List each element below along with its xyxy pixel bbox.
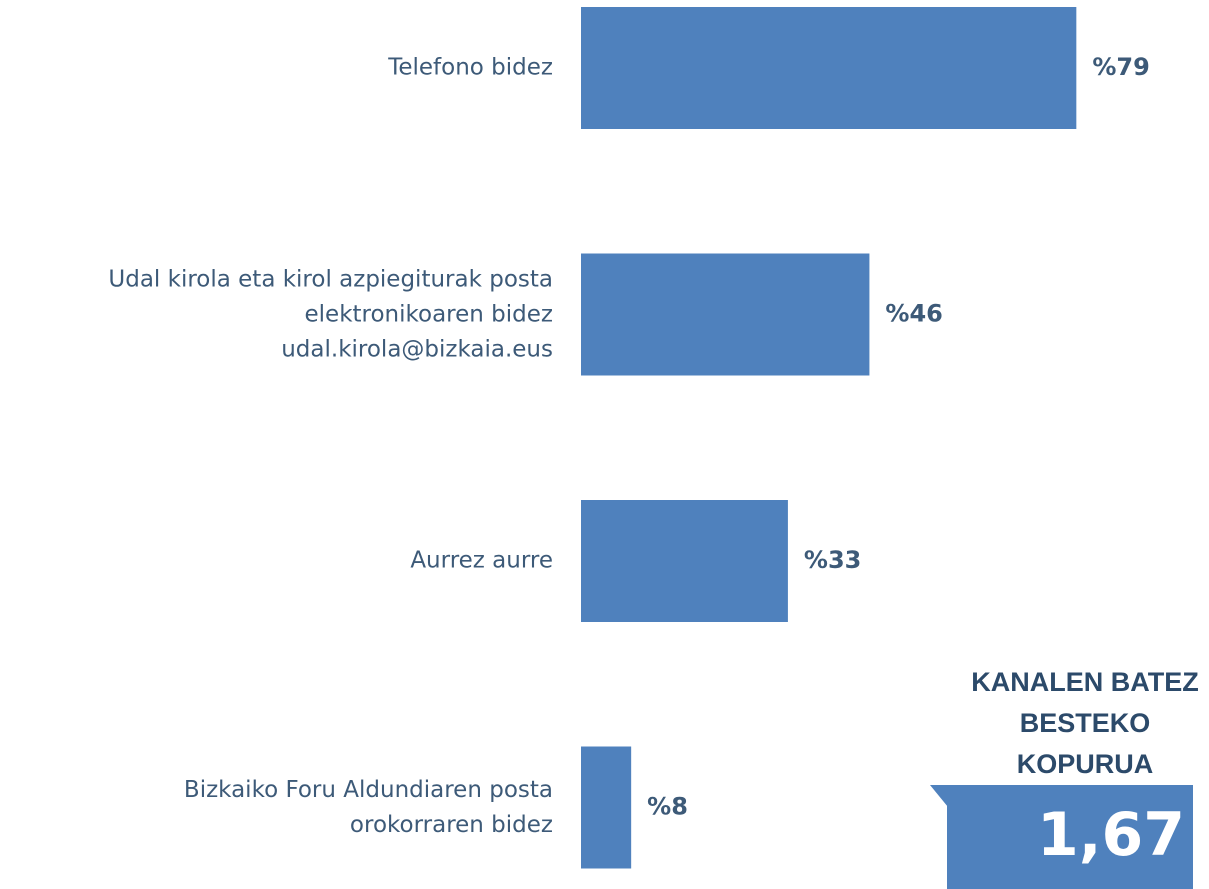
- bar: [581, 500, 788, 622]
- value-label: %33: [804, 546, 861, 574]
- annotation-title: KANALEN BATEZ BESTEKO KOPURUA: [971, 667, 1199, 779]
- category-label: Telefono bidez: [388, 54, 553, 81]
- value-label: %8: [647, 793, 688, 821]
- bar: [581, 746, 632, 869]
- category-label: Bizkaiko Foru Aldundiaren posta orokorra…: [183, 776, 553, 838]
- category-label: Aurrez aurre: [410, 547, 553, 574]
- category-label: Udal kirola eta kirol azpiegiturak posta…: [108, 266, 553, 362]
- bar: [581, 7, 1077, 129]
- bar: [581, 253, 870, 376]
- value-label: %79: [1092, 53, 1149, 81]
- callout-box: [947, 785, 1193, 889]
- value-label: %46: [885, 300, 942, 328]
- annotation-value: 1,67: [1036, 800, 1185, 870]
